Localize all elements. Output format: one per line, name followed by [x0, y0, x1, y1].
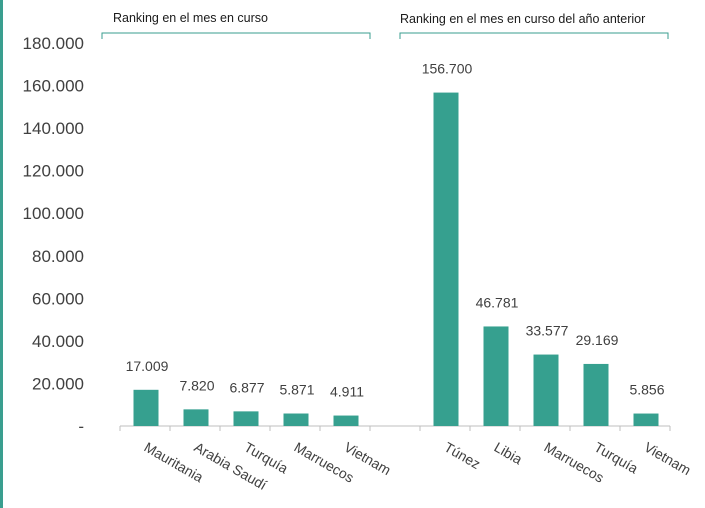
y-tick-label: 160.000	[23, 77, 84, 96]
x-tick-label: Túnez	[442, 439, 484, 472]
bar	[483, 326, 509, 426]
bar	[183, 409, 209, 426]
data-label: 5.871	[279, 382, 314, 398]
y-tick-label: 120.000	[23, 162, 84, 181]
bar	[433, 92, 459, 427]
bar	[283, 413, 309, 426]
group-label-current-month: Ranking en el mes en curso	[113, 11, 268, 25]
data-label: 17.009	[126, 358, 169, 374]
bar	[133, 389, 159, 426]
data-label: 6.877	[229, 379, 264, 395]
y-tick-label: 80.000	[32, 247, 84, 266]
data-label: 46.781	[476, 294, 519, 310]
data-label: 33.577	[526, 323, 569, 339]
data-label: 4.911	[330, 384, 364, 400]
y-tick-label: 20.000	[32, 374, 84, 393]
y-tick-label: 180.000	[23, 34, 84, 53]
y-tick-label: -	[78, 417, 84, 436]
group-bracket-2	[399, 32, 669, 39]
data-label: 5.856	[629, 382, 664, 398]
y-tick-label: 140.000	[23, 119, 84, 138]
bar	[233, 411, 259, 426]
x-tick-label: Vietnam	[642, 439, 694, 478]
group-label-previous-year: Ranking en el mes en curso del año anter…	[400, 12, 646, 26]
y-tick-label: 100.000	[23, 204, 84, 223]
bar	[583, 363, 609, 426]
y-tick-label: 60.000	[32, 289, 84, 308]
x-tick-label: Libia	[492, 439, 526, 468]
data-label: 156.700	[422, 61, 473, 77]
left-accent-border	[0, 0, 3, 508]
bar	[333, 415, 359, 426]
bar	[633, 413, 659, 426]
bar	[533, 354, 559, 426]
data-label: 7.820	[179, 377, 214, 393]
group-bracket-1	[101, 32, 371, 39]
data-label: 29.169	[576, 332, 619, 348]
y-tick-label: 40.000	[32, 332, 84, 351]
